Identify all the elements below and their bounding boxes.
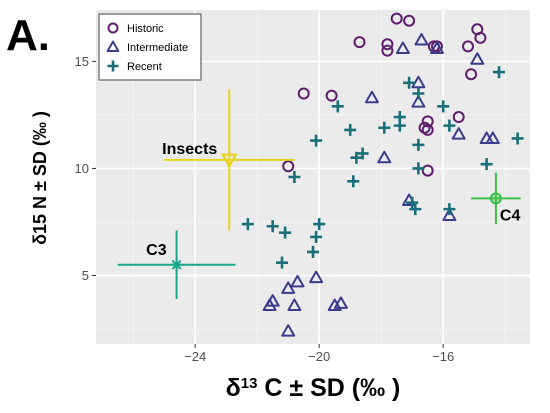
legend-key-recent	[107, 60, 119, 72]
point-recent	[266, 220, 279, 233]
point-recent	[310, 134, 323, 147]
point-intermediate	[442, 208, 457, 222]
point-recent	[412, 87, 425, 100]
point-intermediate	[485, 131, 500, 144]
panel-label: A.	[6, 11, 50, 60]
legend: Historic Intermediate Recent	[98, 13, 202, 81]
point-intermediate	[414, 32, 429, 46]
c4-label: C4	[500, 207, 521, 224]
source-c3: C3	[117, 230, 236, 300]
legend-key-intermediate	[106, 40, 120, 53]
point-historic	[465, 68, 478, 81]
series-intermediate	[262, 32, 500, 337]
point-recent	[480, 158, 493, 171]
point-recent	[493, 66, 505, 79]
legend-label-historic: Historic	[127, 23, 164, 35]
x-tick-label: −24	[184, 349, 206, 364]
point-recent	[443, 119, 456, 132]
point-recent	[307, 245, 319, 258]
point-recent	[350, 151, 363, 164]
point-intermediate	[333, 296, 348, 309]
x-tick-label: −20	[308, 349, 330, 364]
point-intermediate	[411, 95, 426, 108]
point-recent	[356, 147, 369, 160]
point-recent	[409, 203, 422, 216]
point-historic	[452, 111, 465, 124]
y-tick-label: 10	[75, 161, 89, 176]
point-recent	[437, 100, 450, 113]
insects-label: Insects	[162, 141, 217, 158]
point-historic	[381, 44, 394, 57]
point-historic	[381, 38, 394, 51]
legend-label-recent: Recent	[127, 61, 162, 73]
axes: −24 −20 −16 5 10 15 δ13 C ± SD (‰ ) δ15 N ± SD …	[30, 54, 454, 402]
point-recent	[241, 218, 254, 231]
point-intermediate	[395, 41, 410, 55]
point-historic	[474, 31, 487, 44]
point-recent	[288, 171, 301, 183]
point-recent	[313, 218, 326, 231]
legend-label-intermediate: Intermediate	[127, 42, 188, 54]
point-historic	[297, 87, 310, 100]
point-historic	[403, 14, 416, 27]
point-historic	[353, 36, 366, 49]
point-intermediate	[309, 270, 324, 284]
point-recent	[310, 230, 323, 243]
series-recent	[241, 66, 524, 269]
x-tick-label: −16	[432, 349, 454, 364]
point-recent	[412, 162, 425, 175]
point-recent	[331, 100, 344, 113]
source-insects: Insects	[162, 89, 295, 231]
point-intermediate	[290, 274, 305, 288]
point-recent	[511, 132, 524, 145]
point-historic	[462, 40, 474, 53]
point-intermediate	[451, 127, 466, 140]
point-historic	[418, 121, 431, 134]
point-intermediate	[281, 324, 296, 337]
legend-key-historic	[107, 22, 119, 34]
point-intermediate	[287, 298, 302, 311]
point-intermediate	[262, 298, 277, 311]
point-intermediate	[377, 150, 392, 164]
point-recent	[393, 119, 406, 132]
point-historic	[282, 160, 295, 173]
y-tick-label: 5	[82, 268, 89, 283]
point-historic	[421, 164, 434, 177]
x-axis-title: δ13 C ± SD (‰ )	[226, 374, 401, 402]
point-recent	[378, 121, 391, 134]
c4-mean-marker	[489, 192, 502, 205]
point-recent	[279, 226, 292, 239]
point-intermediate	[281, 281, 296, 294]
point-historic	[421, 115, 434, 128]
y-tick-label: 15	[75, 54, 89, 69]
c3-mean-marker	[170, 258, 183, 271]
point-recent	[443, 203, 456, 216]
point-intermediate	[364, 90, 379, 104]
point-intermediate	[327, 298, 342, 311]
point-historic	[325, 89, 338, 102]
point-recent	[412, 138, 425, 151]
point-recent	[347, 175, 360, 188]
point-recent	[406, 196, 419, 209]
point-recent	[276, 256, 288, 269]
series-historic	[282, 12, 487, 177]
point-historic	[390, 12, 403, 25]
insects-mean-marker	[220, 153, 238, 169]
point-intermediate	[470, 52, 485, 65]
c3-label: C3	[146, 242, 167, 259]
point-recent	[344, 123, 357, 136]
point-intermediate	[411, 75, 426, 89]
point-intermediate	[430, 41, 444, 55]
point-recent	[403, 76, 416, 89]
source-c4: C4	[471, 172, 521, 224]
point-historic	[421, 123, 434, 136]
y-axis-title: δ15 N ± SD (‰ )	[30, 111, 50, 245]
